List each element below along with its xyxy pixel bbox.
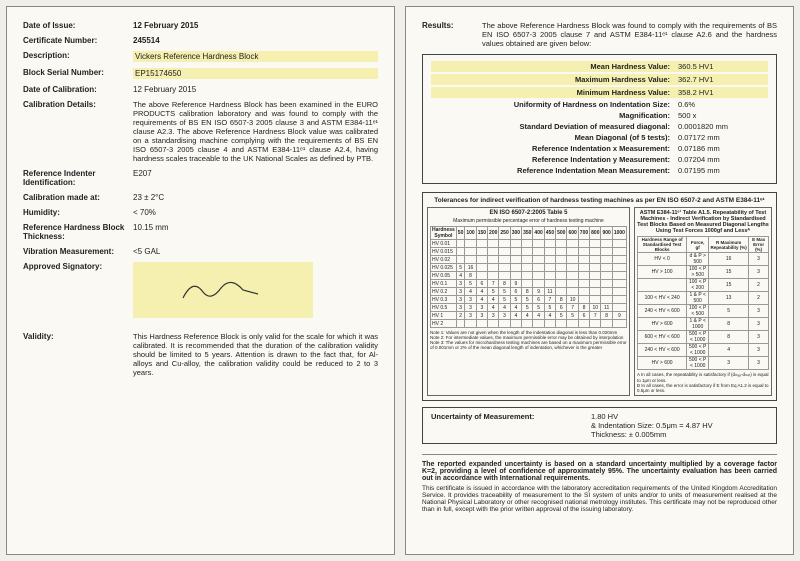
- serial-value: EP15174650: [133, 68, 378, 79]
- refy-value: 0.07204 mm: [678, 155, 768, 164]
- cert-value: 245514: [133, 36, 160, 45]
- results-box: Mean Hardness Value:360.5 HV1 Maximum Ha…: [422, 54, 777, 184]
- thick-label: Reference Hardness Block Thickness:: [23, 223, 133, 241]
- refmean-label: Reference Indentation Mean Measurement:: [431, 166, 678, 175]
- sig-label: Approved Signatory:: [23, 262, 133, 318]
- mag-label: Magnification:: [431, 111, 678, 120]
- tol-left-sub: Maximum permissible percentage error of …: [430, 218, 627, 224]
- min-label: Minimum Hardness Value:: [431, 88, 678, 97]
- refmean-value: 0.07195 mm: [678, 166, 768, 175]
- mag-value: 500 x: [678, 111, 768, 120]
- vib-value: <5 GAL: [133, 247, 378, 256]
- certificate-right-page: Results:The above Reference Hardness Blo…: [405, 6, 794, 555]
- footer-main: The reported expanded uncertainty is bas…: [422, 461, 777, 482]
- tol-left-table: Hardness Symbol5010015020025030035040045…: [430, 226, 627, 328]
- uncert-v1: 1.80 HV: [591, 412, 713, 421]
- results-intro: The above Reference Hardness Block was f…: [482, 21, 777, 48]
- stdev-label: Standard Deviation of measured diagonal:: [431, 122, 678, 131]
- uniform-label: Uniformity of Hardness on Indentation Si…: [431, 100, 678, 109]
- calib-det-label: Calibration Details:: [23, 100, 133, 163]
- vib-label: Vibration Measurement:: [23, 247, 133, 256]
- max-value: 362.7 HV1: [678, 75, 768, 84]
- calib-date-label: Date of Calibration:: [23, 85, 133, 94]
- tol-left-title: EN ISO 6507-2:2005 Table 5: [430, 210, 627, 216]
- calib-at-label: Calibration made at:: [23, 193, 133, 202]
- stdev-value: 0.0001820 mm: [678, 122, 768, 131]
- calib-at-value: 23 ± 2°C: [133, 193, 378, 202]
- calib-det-value: The above Reference Hardness Block has b…: [133, 100, 378, 163]
- results-label: Results:: [422, 21, 482, 48]
- signature-box: [133, 262, 313, 318]
- tol-left-notes: Note 1: Values are not given when the le…: [430, 330, 627, 350]
- serial-label: Block Serial Number:: [23, 68, 133, 79]
- humidity-label: Humidity:: [23, 208, 133, 217]
- tol-right-table: Hardness Range of Standardised Test Bloc…: [637, 236, 769, 370]
- refy-label: Reference Indentation y Measurement:: [431, 155, 678, 164]
- indenter-label: Reference Indenter Identification:: [23, 169, 133, 187]
- valid-label: Validity:: [23, 332, 133, 377]
- valid-value: This Hardness Reference Block is only va…: [133, 332, 378, 377]
- mean-label: Mean Hardness Value:: [431, 62, 678, 71]
- tol-right-title: ASTM E384-11ᵉ¹ Table A1.5. Repeatability…: [637, 210, 769, 234]
- desc-value: Vickers Reference Hardness Block: [133, 51, 378, 62]
- certificate-left-page: Date of Issue:12 February 2015 Certifica…: [6, 6, 395, 555]
- uniform-value: 0.6%: [678, 100, 768, 109]
- meandiag-label: Mean Diagonal (of 5 tests):: [431, 133, 678, 142]
- tolerance-box: Tolerances for indirect verification of …: [422, 192, 777, 401]
- footer: The reported expanded uncertainty is bas…: [422, 454, 777, 513]
- thick-value: 10.15 mm: [133, 223, 378, 241]
- tol-title: Tolerances for indirect verification of …: [427, 197, 772, 204]
- tol-left-col: EN ISO 6507-2:2005 Table 5 Maximum permi…: [427, 207, 630, 396]
- cert-label: Certificate Number:: [23, 36, 133, 45]
- issue-label: Date of Issue:: [23, 21, 133, 30]
- indenter-value: E207: [133, 169, 378, 187]
- uncert-label: Uncertainty of Measurement:: [431, 412, 591, 439]
- signature-icon: [173, 270, 273, 310]
- min-value: 358.2 HV1: [678, 88, 768, 97]
- uncertainty-box: Uncertainty of Measurement: 1.80 HV & In…: [422, 407, 777, 444]
- tol-right-notes: A In all cases, the repeatability is sat…: [637, 372, 769, 393]
- tol-right-col: ASTM E384-11ᵉ¹ Table A1.5. Repeatability…: [634, 207, 772, 396]
- uncert-v3: Thickness: ± 0.005mm: [591, 430, 713, 439]
- refx-value: 0.07186 mm: [678, 144, 768, 153]
- footer-sub: This certificate is issued in accordance…: [422, 485, 777, 513]
- desc-label: Description:: [23, 51, 133, 62]
- humidity-value: < 70%: [133, 208, 378, 217]
- max-label: Maximum Hardness Value:: [431, 75, 678, 84]
- calib-date-value: 12 February 2015: [133, 85, 378, 94]
- meandiag-value: 0.07172 mm: [678, 133, 768, 142]
- mean-value: 360.5 HV1: [678, 62, 768, 71]
- refx-label: Reference Indentation x Measurement:: [431, 144, 678, 153]
- issue-value: 12 February 2015: [133, 21, 198, 30]
- uncert-v2: & Indentation Size: 0.5μm = 4.87 HV: [591, 421, 713, 430]
